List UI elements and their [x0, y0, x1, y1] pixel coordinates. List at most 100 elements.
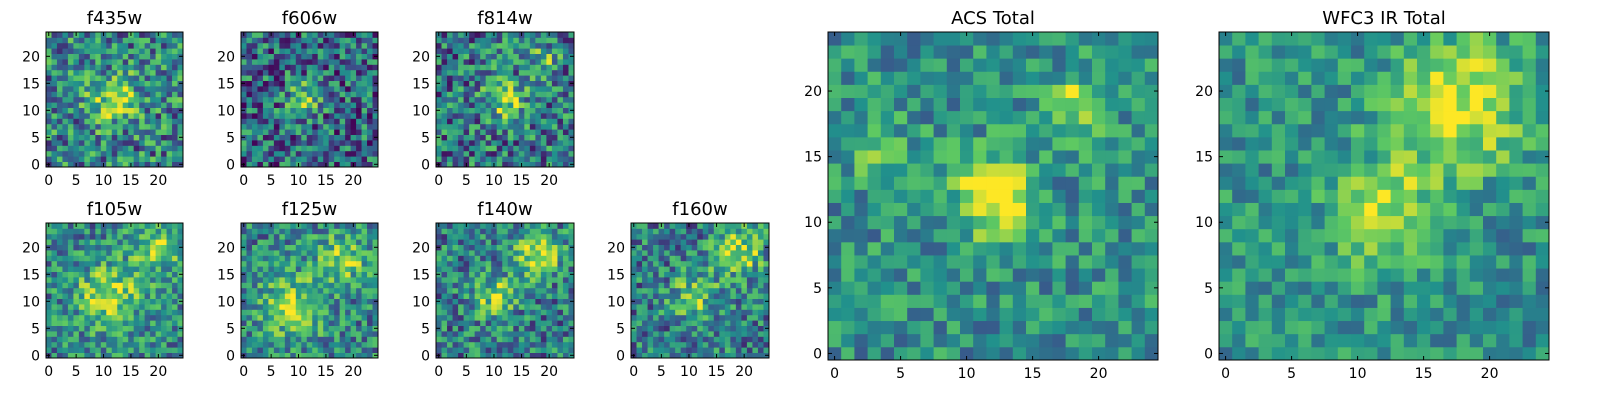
- heatmap-cell: [491, 336, 498, 343]
- heatmap-cell: [719, 287, 726, 294]
- heatmap-cell: [524, 271, 531, 278]
- heatmap-cell: [95, 140, 102, 146]
- heatmap-cell: [323, 347, 330, 353]
- heatmap-cell: [636, 244, 643, 251]
- heatmap-cell: [144, 156, 151, 162]
- heatmap-cell: [469, 239, 476, 245]
- heatmap-cell: [546, 277, 553, 283]
- heatmap-cell: [144, 260, 151, 267]
- heatmap-cell: [78, 42, 85, 49]
- heatmap-cell: [334, 304, 341, 310]
- heatmap-cell: [95, 123, 102, 130]
- heatmap-cell: [441, 282, 448, 289]
- heatmap-cell: [155, 53, 162, 60]
- heatmap-cell: [719, 347, 726, 353]
- heatmap-cell: [458, 118, 464, 125]
- heatmap-cell: [452, 325, 459, 332]
- heatmap-cell: [691, 277, 698, 283]
- heatmap-cell: [458, 86, 464, 92]
- heatmap-cell: [973, 228, 987, 243]
- heatmap-cell: [529, 304, 536, 310]
- heatmap-cell: [752, 309, 759, 316]
- heatmap-cell: [306, 150, 313, 157]
- heatmap-cell: [312, 69, 319, 76]
- heatmap-cell: [78, 37, 85, 44]
- heatmap-cell: [452, 123, 459, 130]
- heatmap-cell: [653, 271, 659, 278]
- heatmap-cell: [128, 266, 135, 272]
- heatmap-cell: [317, 233, 324, 240]
- heatmap-cell: [328, 287, 335, 294]
- heatmap-cell: [513, 96, 520, 103]
- heatmap-cell: [67, 53, 74, 60]
- heatmap-cell: [279, 277, 286, 283]
- heatmap-cell: [290, 91, 297, 98]
- heatmap-cell: [361, 156, 368, 162]
- heatmap-cell: [155, 282, 162, 289]
- heatmap-cell: [323, 48, 330, 54]
- heatmap-cell: [328, 59, 335, 65]
- heatmap-cell: [452, 37, 459, 44]
- heatmap-cell: [312, 150, 319, 157]
- heatmap-cell: [518, 107, 525, 114]
- heatmap-cell: [241, 341, 247, 348]
- heatmap-cell: [664, 271, 671, 278]
- heatmap-cell: [161, 86, 167, 92]
- heatmap-cell: [67, 145, 74, 152]
- heatmap-cell: [128, 304, 135, 310]
- heatmap-cell: [122, 282, 129, 289]
- heatmap-cell: [647, 233, 654, 240]
- heatmap-cell: [111, 107, 118, 114]
- heatmap-cell: [67, 228, 74, 235]
- heatmap-cell: [89, 347, 96, 353]
- heatmap-cell: [177, 69, 184, 76]
- heatmap-cell: [485, 336, 492, 343]
- heatmap-cell: [1118, 294, 1132, 308]
- heatmap-cell: [323, 118, 330, 125]
- heatmap-cell: [56, 64, 63, 71]
- heatmap-cell: [507, 325, 514, 332]
- heatmap-cell: [491, 80, 498, 87]
- heatmap-cell: [84, 347, 91, 353]
- heatmap-cell: [257, 331, 264, 337]
- heatmap-cell: [757, 239, 764, 245]
- heatmap-cell: [323, 64, 330, 71]
- heatmap-cell: [257, 233, 264, 240]
- heatmap-cell: [546, 48, 553, 54]
- heatmap-cell: [697, 271, 704, 278]
- heatmap-cell: [284, 129, 291, 135]
- heatmap-cell: [469, 266, 476, 272]
- heatmap-cell: [166, 156, 173, 162]
- heatmap-cell: [540, 145, 547, 152]
- heatmap-cell: [166, 145, 173, 152]
- heatmap-cell: [841, 189, 855, 203]
- heatmap-cell: [907, 163, 921, 177]
- heatmap-cell: [1065, 215, 1080, 230]
- heatmap-cell: [155, 150, 162, 157]
- heatmap-cell: [161, 341, 167, 348]
- heatmap-cell: [999, 307, 1014, 322]
- heatmap-cell: [680, 304, 687, 310]
- heatmap-cell: [73, 271, 80, 278]
- heatmap-cell: [133, 118, 140, 125]
- heatmap-cell: [529, 298, 536, 305]
- heatmap-cell: [246, 37, 253, 44]
- heatmap-cell: [361, 244, 368, 251]
- heatmap-cell: [51, 336, 58, 343]
- heatmap-cell: [62, 298, 69, 305]
- heatmap-cell: [301, 140, 308, 146]
- heatmap-cell: [557, 352, 564, 359]
- heatmap-cell: [306, 32, 313, 38]
- heatmap-cell: [334, 266, 341, 272]
- heatmap-cell: [100, 277, 107, 283]
- heatmap-cell: [708, 341, 715, 348]
- heatmap-cell: [524, 293, 531, 299]
- x-tick-label: 0: [44, 173, 53, 189]
- heatmap-cell: [973, 333, 987, 348]
- heatmap-cell: [546, 150, 553, 157]
- heatmap-cell: [546, 298, 553, 305]
- heatmap-cell: [551, 336, 558, 343]
- heatmap-cell: [653, 244, 659, 251]
- heatmap-cell: [557, 140, 564, 146]
- heatmap-cell: [757, 314, 764, 321]
